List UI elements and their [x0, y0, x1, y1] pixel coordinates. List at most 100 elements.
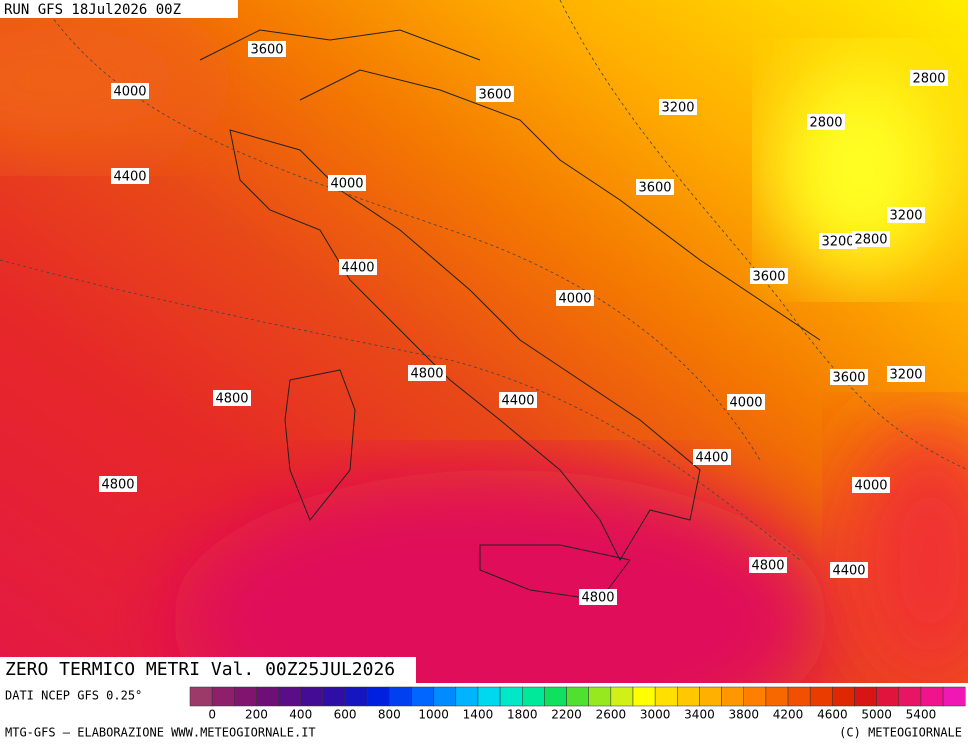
contour-label-box [887, 207, 925, 223]
contour-label: 3600 [638, 181, 671, 196]
colorbar-swatch [677, 686, 700, 707]
colorbar-swatch [898, 686, 922, 707]
colorbar-swatch [854, 686, 877, 707]
contour-label: 4400 [832, 564, 865, 579]
contour-label: 3600 [478, 88, 511, 103]
colorbar-swatch [211, 686, 235, 707]
colorbar-swatch [234, 686, 257, 707]
contour-label-box [408, 365, 446, 381]
colorbar-swatch [499, 686, 523, 707]
data-source: DATI NCEP GFS 0.25° [5, 689, 142, 703]
contour-label: 3600 [752, 270, 785, 285]
contour-label-box [499, 392, 537, 408]
colorbar-label: 800 [378, 708, 401, 722]
contour-label-box [887, 366, 925, 382]
contour-label-box [556, 290, 594, 306]
contour-label: 3200 [661, 101, 694, 116]
contour-label-box [749, 557, 787, 573]
colorbar-swatch [522, 686, 545, 707]
colorbar-swatch [832, 686, 855, 707]
colorbar-swatch [278, 686, 302, 707]
contour-label: 4400 [501, 394, 534, 409]
colorbar-label: 400 [289, 708, 312, 722]
header-box [0, 0, 238, 18]
colorbar-swatch [344, 686, 368, 707]
colorbar-swatch [765, 686, 789, 707]
contour-label: 4800 [410, 367, 443, 382]
colorbar-swatch [189, 686, 213, 707]
contour-label-box [476, 86, 514, 102]
contour-label: 2800 [854, 233, 887, 248]
colorbar-swatch [433, 686, 457, 707]
colorbar-swatch [256, 686, 279, 707]
contour-label-box [819, 233, 857, 249]
contour-label-box [213, 390, 251, 406]
colorbar-swatch [942, 686, 966, 707]
colorbar-label: 2200 [551, 708, 582, 722]
contour-label: 3200 [889, 368, 922, 383]
colorbar-label: 3000 [640, 708, 671, 722]
colorbar-swatch [300, 686, 324, 707]
contour-label-box [750, 268, 788, 284]
colorbar-swatch [787, 686, 811, 707]
colorbar-swatch [632, 686, 656, 707]
map-title: ZERO TERMICO METRI Val. 00Z25JUL2026 [5, 659, 395, 680]
contour-label-box [636, 179, 674, 195]
contour-label: 3200 [889, 209, 922, 224]
contour-label-box [248, 41, 286, 57]
colorbar-swatch [654, 686, 678, 707]
contour-label-box [579, 589, 617, 605]
colorbar-label: 3400 [684, 708, 715, 722]
contour-label: 3600 [250, 43, 283, 58]
contour-label-box [339, 259, 377, 275]
contour-label: 4800 [215, 392, 248, 407]
footer-left: MTG-GFS — ELABORAZIONE WWW.METEOGIORNALE… [5, 726, 316, 740]
colorbar-label: 5400 [906, 708, 937, 722]
contour-label-box [693, 449, 731, 465]
footer-right: (C) METEOGIORNALE [839, 726, 962, 740]
colorbar-swatch [588, 686, 612, 707]
contour-label: 2800 [912, 72, 945, 87]
colorbar-label: 200 [245, 708, 268, 722]
colorbar-label: 4200 [773, 708, 804, 722]
colorbar-label: 1400 [463, 708, 494, 722]
colorbar-swatch [477, 686, 501, 707]
contour-label-box [852, 477, 890, 493]
contour-label-box [328, 175, 366, 191]
colorbar-swatch [809, 686, 833, 707]
contour-label: 3600 [832, 371, 865, 386]
colorbar-label: 2600 [596, 708, 627, 722]
contour-label: 4000 [854, 479, 887, 494]
contour-label: 4000 [330, 177, 363, 192]
colorbar-swatch [743, 686, 767, 707]
contour-label: 4000 [558, 292, 591, 307]
contour-label-box [852, 231, 890, 247]
colorbar-label: 1800 [507, 708, 538, 722]
colorbar-swatch [699, 686, 722, 707]
colorbar-swatch [721, 686, 744, 707]
contour-label-box [111, 83, 149, 99]
contour-label-box [727, 394, 765, 410]
colorbar-swatch [876, 686, 900, 707]
title-box [0, 657, 416, 683]
colorbar-swatch [920, 686, 944, 707]
colorbar-swatch [322, 686, 346, 707]
contour-label: 4400 [695, 451, 728, 466]
colorbar-swatch [544, 686, 567, 707]
colorbar-label: 1000 [418, 708, 449, 722]
contour-label: 4000 [113, 85, 146, 100]
contour-label-box [910, 70, 948, 86]
colorbar-swatch [455, 686, 479, 707]
contour-label: 4800 [581, 591, 614, 606]
contour-label-box [830, 369, 868, 385]
contour-label-box [807, 114, 845, 130]
colorbar-label: 600 [334, 708, 357, 722]
colorbar-label: 3800 [728, 708, 759, 722]
contour-label: 4800 [101, 478, 134, 493]
colorbar-label: 4600 [817, 708, 848, 722]
contour-label-box [99, 476, 137, 492]
contour-label-box [111, 168, 149, 184]
colorbar-label: 0 [208, 708, 216, 722]
